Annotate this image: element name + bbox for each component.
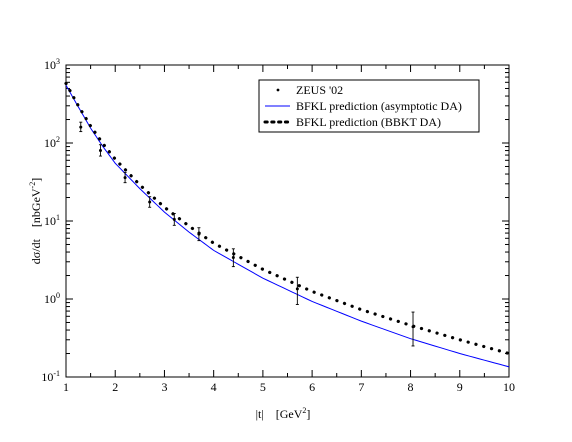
data-point-marker xyxy=(197,232,201,236)
data-point xyxy=(411,311,415,347)
data-point-marker xyxy=(79,125,83,129)
x-tick-label: 7 xyxy=(358,380,364,394)
x-tick-label: 5 xyxy=(260,380,266,394)
y-tick-label-exp: -1 xyxy=(53,369,60,378)
data-point-marker xyxy=(98,149,102,153)
data-point xyxy=(231,248,235,268)
y-axis-title: dσ/dt [nbGeV-2] xyxy=(28,178,43,264)
y-tick-label-exp: 2 xyxy=(56,135,60,144)
data-point xyxy=(79,121,83,133)
x-tick-label: 10 xyxy=(503,380,515,394)
data-point xyxy=(148,196,152,208)
y-tick-label: 101 xyxy=(44,213,60,228)
y-tick-label-base: 10 xyxy=(44,214,56,228)
data-point xyxy=(197,227,201,242)
y-axis-title-main: dσ/dt [nbGeV xyxy=(29,188,43,264)
legend-label-bbkt: BFKL prediction (BBKT DA) xyxy=(296,115,441,129)
legend-label-asymptotic: BFKL prediction (asymptotic DA) xyxy=(296,99,462,113)
x-tick-label: 8 xyxy=(408,380,414,394)
y-tick-label: 100 xyxy=(44,291,60,306)
data-point-marker xyxy=(123,176,127,180)
y-tick-label: 102 xyxy=(44,135,60,150)
x-tick-label: 2 xyxy=(112,380,118,394)
data-point-marker xyxy=(148,200,152,204)
series-line-bbkt xyxy=(64,81,511,356)
x-tick-label: 9 xyxy=(457,380,463,394)
series-layer xyxy=(64,81,511,368)
data-point-marker xyxy=(231,256,235,260)
data-point xyxy=(123,171,127,184)
data-point xyxy=(295,276,299,305)
y-axis-title-sup: -2 xyxy=(28,182,37,189)
x-tick-label: 3 xyxy=(161,380,167,394)
data-point xyxy=(98,144,102,157)
y-tick-label-exp: 1 xyxy=(56,213,60,222)
x-tick-label: 1 xyxy=(63,380,69,394)
y-tick-label-base: 10 xyxy=(41,370,53,384)
series-line-asymptotic xyxy=(65,85,510,368)
legend-label-zeus: ZEUS '02 xyxy=(296,83,343,97)
legend-box xyxy=(258,79,480,133)
legend: ZEUS '02 BFKL prediction (asymptotic DA)… xyxy=(258,79,480,133)
data-point-marker xyxy=(295,287,299,291)
legend-marker-zeus xyxy=(276,88,280,92)
y-tick-label-base: 10 xyxy=(44,292,56,306)
y-tick-label: 103 xyxy=(44,57,60,72)
data-point-marker xyxy=(411,325,415,329)
y-axis-title-end: ] xyxy=(29,178,43,182)
data-point-marker xyxy=(172,217,176,221)
y-tick-label-base: 10 xyxy=(44,136,56,150)
x-axis-title-end: ] xyxy=(306,407,310,421)
y-tick-label-base: 10 xyxy=(44,58,56,72)
data-point xyxy=(172,212,176,226)
x-axis-title: |t| [GeV2] xyxy=(256,406,311,421)
x-tick-label: 4 xyxy=(211,380,217,394)
x-axis-title-main: |t| [GeV xyxy=(256,407,303,421)
y-tick-label-exp: 0 xyxy=(56,291,60,300)
x-tick-label: 6 xyxy=(309,380,315,394)
y-tick-label: 10-1 xyxy=(41,369,60,384)
x-axis-title-sup: 2 xyxy=(302,406,306,415)
y-tick-label-exp: 3 xyxy=(56,57,60,66)
